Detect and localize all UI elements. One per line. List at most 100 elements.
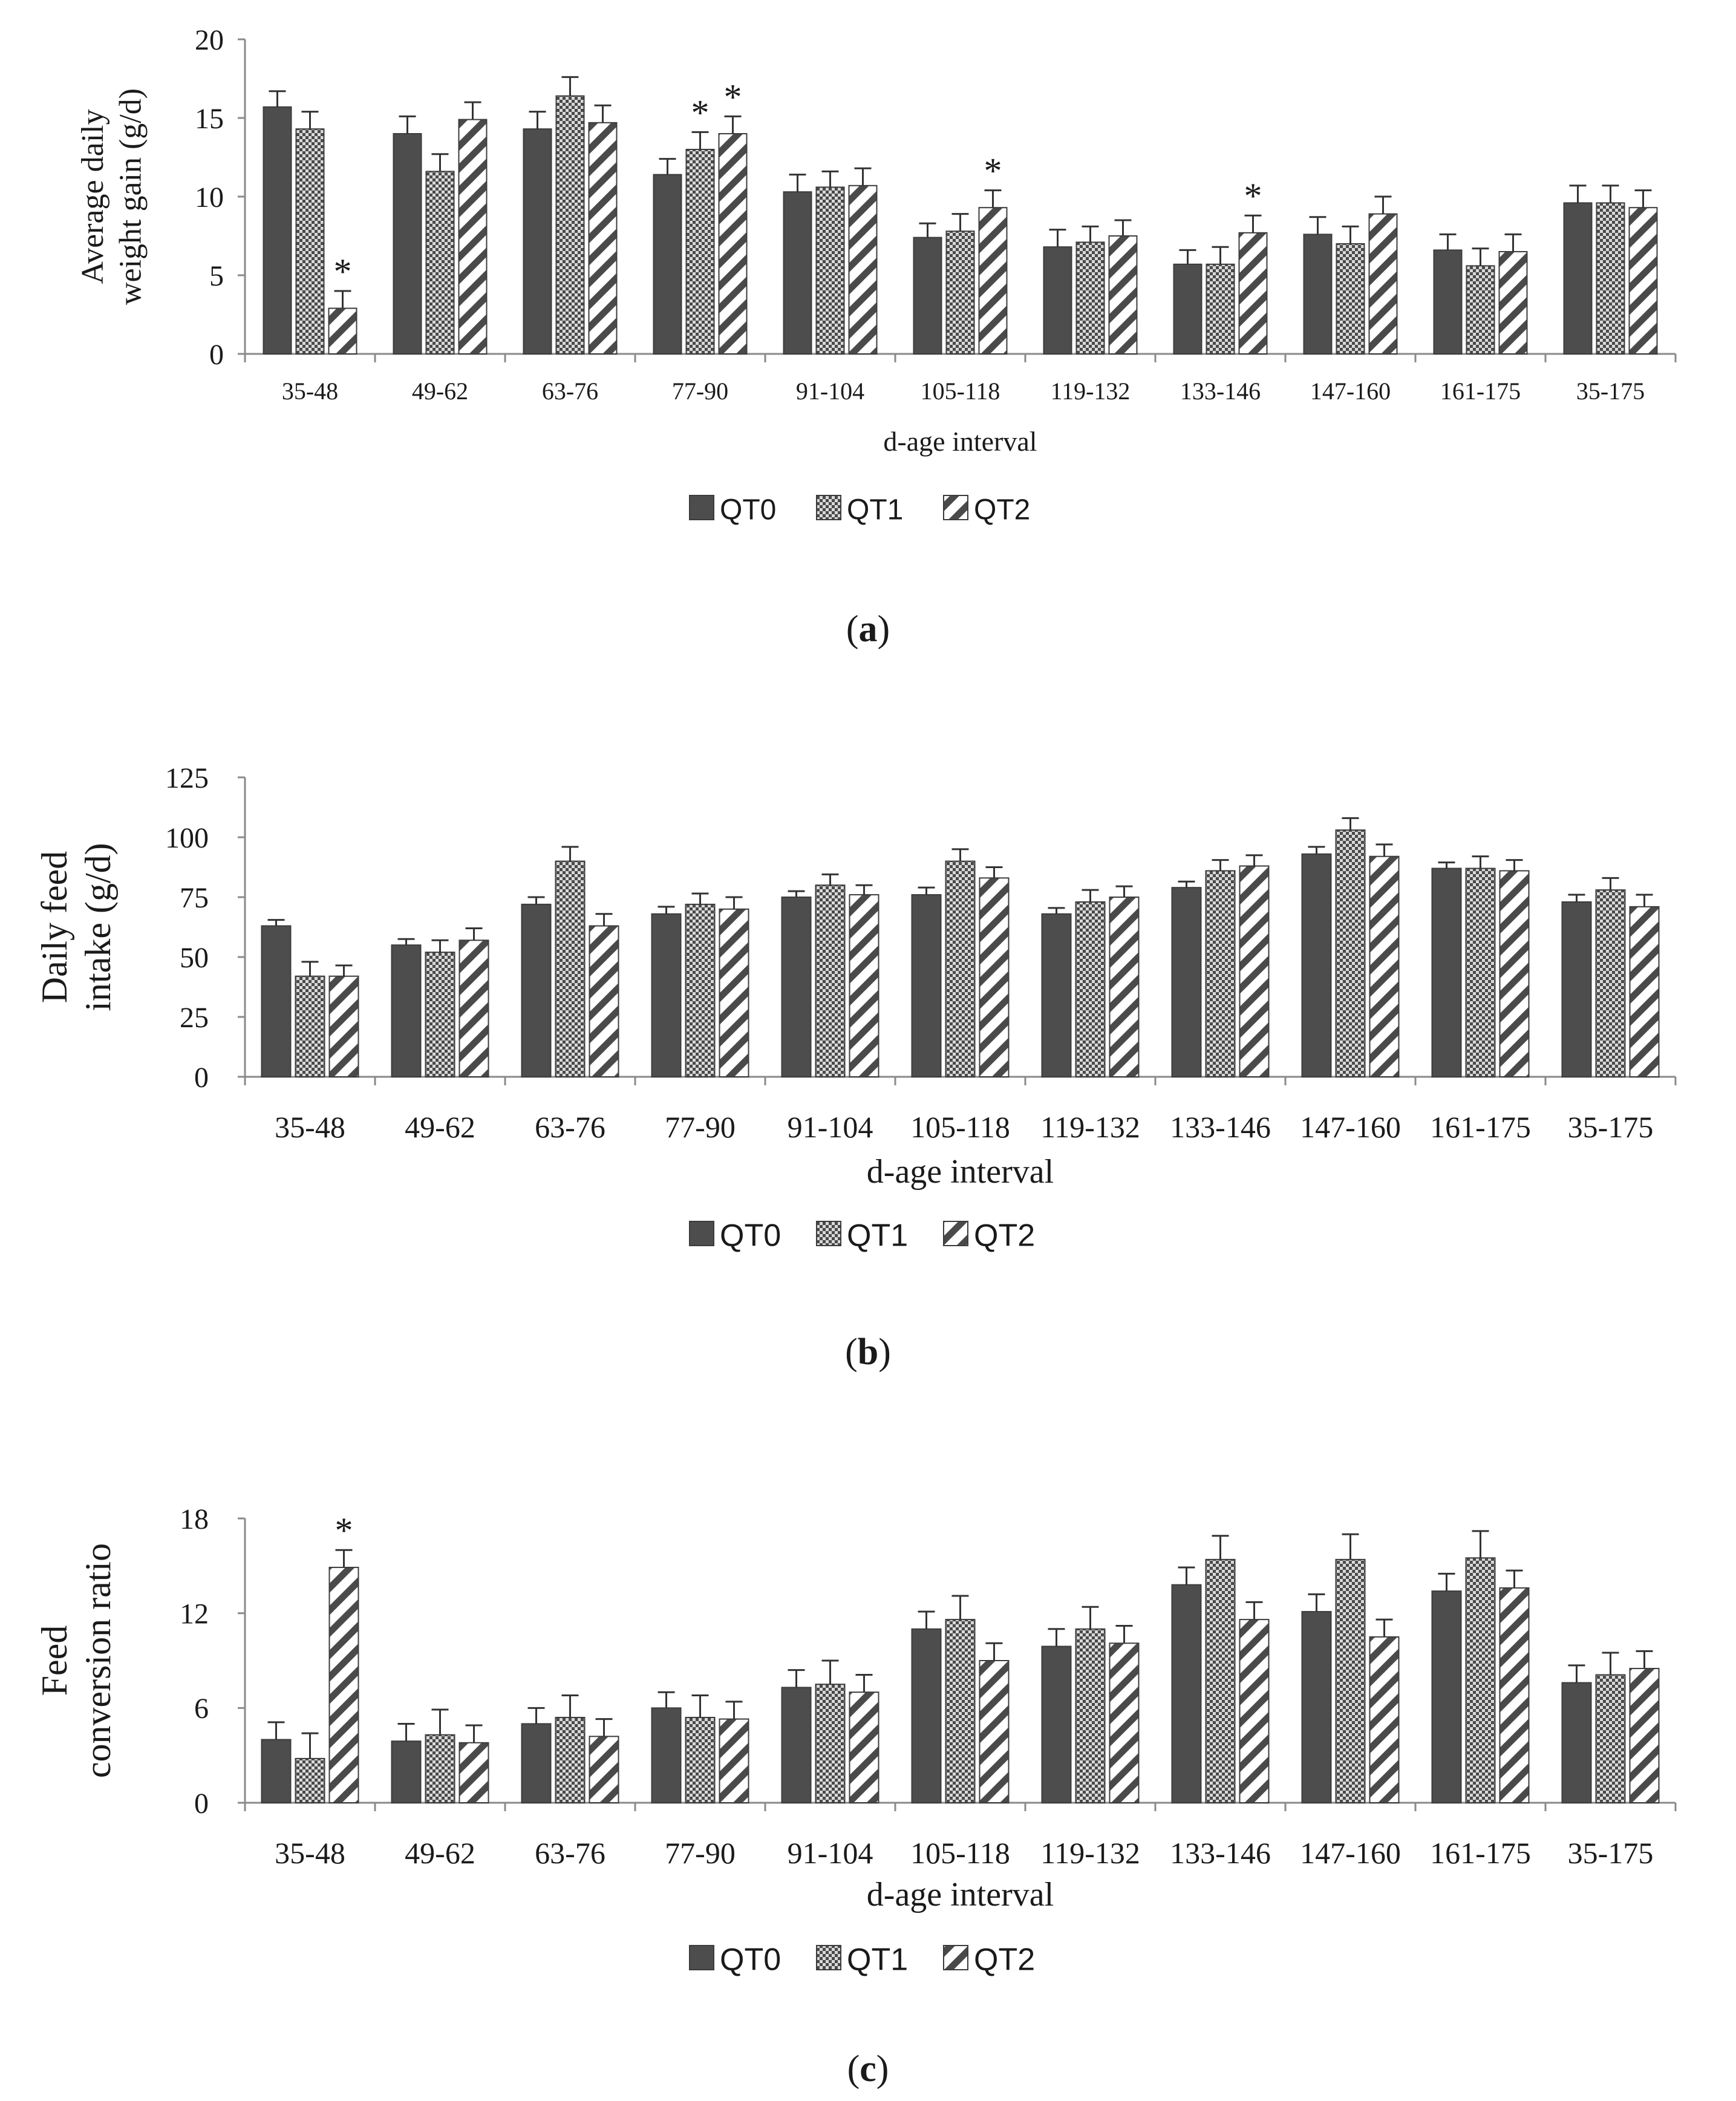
x-tick-label: 77-90 xyxy=(665,1110,736,1144)
x-tick-label: 49-62 xyxy=(412,377,468,405)
bar-QT0-161-175 xyxy=(1431,868,1462,1077)
bar-QT2-91-104 xyxy=(848,185,878,355)
legend: QT0 QT1 QT2 xyxy=(689,1218,1035,1253)
bar-QT2-105-118 xyxy=(979,877,1010,1077)
bar-QT1-147-160 xyxy=(1335,1558,1366,1804)
bar-QT2-147-160 xyxy=(1368,213,1398,355)
bar-QT2-35-48 xyxy=(328,307,357,355)
bar-QT0-133-146 xyxy=(1171,887,1202,1078)
bar-QT0-35-48 xyxy=(261,925,292,1078)
legend-swatch-QT2 xyxy=(943,1221,968,1246)
x-tick-label: 77-90 xyxy=(665,1836,736,1870)
x-tick-label: 91-104 xyxy=(796,377,864,405)
y-tick-label: 125 xyxy=(165,762,209,794)
x-axis-label: d-age interval xyxy=(867,1876,1054,1913)
legend-label-QT1: QT1 xyxy=(847,494,903,526)
y-tick-label: 75 xyxy=(180,882,209,914)
bar-QT0-35-48 xyxy=(261,1739,292,1804)
x-tick-label: 161-175 xyxy=(1430,1110,1531,1144)
bar-QT1-161-175 xyxy=(1465,868,1496,1077)
panel-label-close: ) xyxy=(876,2048,889,2090)
bar-QT0-119-132 xyxy=(1041,1645,1072,1803)
bar-QT0-119-132 xyxy=(1043,246,1072,355)
y-tick-label: 12 xyxy=(180,1598,209,1630)
bar-QT1-49-62 xyxy=(425,952,455,1077)
significance-mark: * xyxy=(691,93,710,132)
x-tick-label: 147-160 xyxy=(1300,1110,1401,1144)
bar-QT1-91-104 xyxy=(815,884,846,1077)
bar-QT0-105-118 xyxy=(913,237,942,355)
bar-QT0-91-104 xyxy=(781,897,812,1077)
y-tick-label: 18 xyxy=(180,1503,209,1535)
y-tick-label: 15 xyxy=(195,103,224,135)
bar-QT0-63-76 xyxy=(521,1723,552,1803)
bar-QT1-63-76 xyxy=(555,1717,586,1803)
bar-QT1-77-90 xyxy=(685,149,715,355)
y-tick-label: 6 xyxy=(194,1693,209,1725)
panel-label-letter: b xyxy=(858,1332,878,1373)
bar-QT0-147-160 xyxy=(1301,1611,1332,1804)
bar-QT2-91-104 xyxy=(849,894,879,1078)
panel-label-close: ) xyxy=(878,1332,891,1373)
bar-QT2-49-62 xyxy=(458,119,488,355)
x-tick-label: 35-175 xyxy=(1568,1110,1654,1144)
bar-QT1-133-146 xyxy=(1206,263,1235,355)
x-tick-label: 91-104 xyxy=(788,1110,873,1144)
y-tick-label: 0 xyxy=(209,339,224,371)
x-tick-label: 119-132 xyxy=(1040,1110,1140,1144)
bar-QT2-91-104 xyxy=(849,1691,879,1803)
legend-label-QT0: QT0 xyxy=(720,494,776,526)
bar-QT0-105-118 xyxy=(911,894,942,1078)
y-axis-label: Average daily weight gain (g/d) xyxy=(76,88,148,305)
legend-swatch-QT1 xyxy=(816,495,841,520)
bar-QT0-49-62 xyxy=(391,944,422,1077)
legend-label-QT0: QT0 xyxy=(720,1943,781,1978)
bar-QT0-35-48 xyxy=(263,106,292,355)
bar-QT0-49-62 xyxy=(393,133,422,355)
chart-panel-a: 0 5 10 15 20 35-48 49-62 63-76 77-90 91-104 105-11… xyxy=(76,24,1677,650)
bar-QT2-35-175 xyxy=(1629,906,1660,1077)
panel-label-open: ( xyxy=(846,609,859,650)
x-tick-label: 91-104 xyxy=(788,1836,873,1870)
bar-QT0-35-175 xyxy=(1563,202,1593,355)
bar-QT1-63-76 xyxy=(555,95,585,355)
bar-QT1-35-48 xyxy=(295,975,325,1078)
legend-swatch-QT2 xyxy=(943,1945,968,1970)
x-axis-label: d-age interval xyxy=(883,426,1037,457)
x-tick-label: 133-146 xyxy=(1170,1110,1271,1144)
bar-QT0-35-175 xyxy=(1561,901,1592,1078)
y-axis-label-line: Average daily xyxy=(76,109,110,284)
y-axis-label-line: weight gain (g/d) xyxy=(113,88,148,305)
bar-QT1-119-132 xyxy=(1075,241,1105,355)
bar-QT2-35-48 xyxy=(328,975,359,1078)
legend-swatch-QT1 xyxy=(816,1221,841,1246)
x-tick-label: 119-132 xyxy=(1040,1836,1140,1870)
bar-QT1-119-132 xyxy=(1075,901,1106,1078)
bar-QT0-77-90 xyxy=(651,913,682,1077)
bar-QT2-161-175 xyxy=(1499,1587,1530,1804)
x-tick-label: 35-48 xyxy=(282,377,338,405)
x-tick-label: 63-76 xyxy=(542,377,598,405)
bar-QT2-35-48 xyxy=(328,1566,359,1803)
bar-QT0-77-90 xyxy=(653,174,682,355)
bar-QT0-147-160 xyxy=(1301,853,1332,1077)
bar-QT0-147-160 xyxy=(1303,234,1333,355)
y-axis-label: Daily feed intake (g/d) xyxy=(34,843,118,1011)
bar-QT2-49-62 xyxy=(458,939,489,1078)
bar-QT0-105-118 xyxy=(911,1628,942,1804)
bar-QT1-147-160 xyxy=(1335,829,1366,1077)
bar-QT0-63-76 xyxy=(523,128,552,355)
bar-QT2-133-146 xyxy=(1239,1619,1270,1803)
bar-QT2-35-175 xyxy=(1629,1668,1660,1804)
panel-label-letter: c xyxy=(860,2048,876,2090)
bar-QT2-119-132 xyxy=(1108,235,1138,355)
panel-label-open: ( xyxy=(847,2048,860,2090)
legend-label-QT1: QT1 xyxy=(847,1943,908,1978)
bar-QT1-147-160 xyxy=(1336,243,1365,355)
x-tick-label: 35-175 xyxy=(1576,377,1645,405)
x-tick-label: 105-118 xyxy=(921,377,1000,405)
legend-label-QT1: QT1 xyxy=(847,1218,908,1253)
panel-label-open: ( xyxy=(845,1332,858,1373)
panel-label: (a) xyxy=(846,609,890,650)
